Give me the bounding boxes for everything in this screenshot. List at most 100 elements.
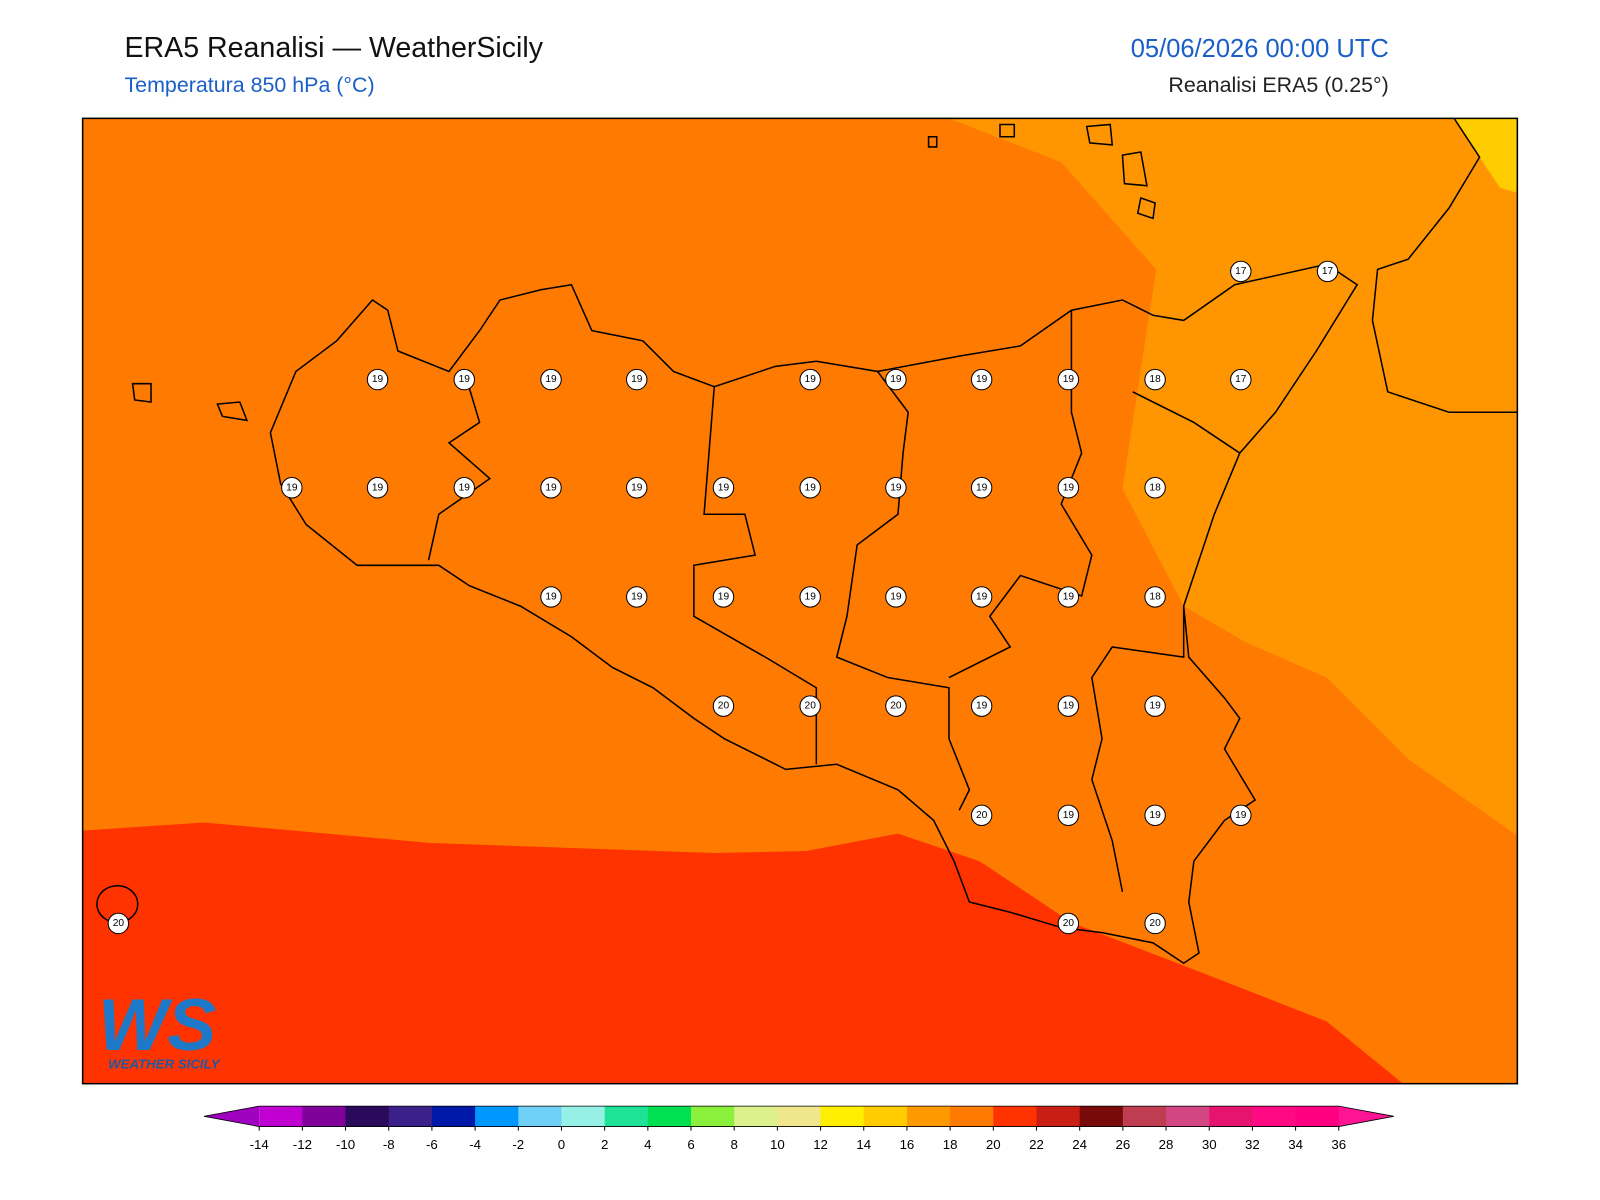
colorbar-swatch [1036,1106,1081,1127]
station-value: 19 [718,482,730,493]
station: 20 [107,912,130,935]
station: 19 [1230,804,1252,827]
station-value: 20 [976,810,988,821]
station-value: 17 [1235,374,1247,385]
station-marker [1057,695,1080,717]
station-value: 19 [1063,810,1075,821]
colorbar-swatch [1122,1106,1167,1127]
colorbar-tick-label: 22 [1029,1137,1044,1152]
station-value: 20 [718,701,730,712]
colorbar-swatch [604,1106,649,1127]
station-value: 19 [631,374,643,385]
station: 20 [712,695,735,717]
colorbar-swatch [1209,1106,1253,1127]
station-value: 19 [545,591,557,602]
station-marker [1230,804,1252,827]
station-value: 19 [976,701,988,712]
logo-text: WEATHER SICILY [108,1056,221,1071]
station: 19 [799,368,821,391]
colorbar-swatch [950,1106,994,1127]
station: 19 [540,586,562,608]
colorbar-swatch [1166,1106,1210,1127]
station-value: 19 [631,591,643,602]
station: 20 [799,695,821,717]
colorbar-tick-label: 32 [1245,1137,1260,1152]
sicily-coast [269,263,1359,965]
station-marker [540,368,562,391]
station-value: 19 [1149,701,1161,712]
station-value: 19 [286,482,298,493]
station-marker [799,368,821,391]
station-value: 19 [372,482,384,493]
station: 19 [366,477,389,499]
colorbar-tick-label: 34 [1288,1137,1303,1152]
colorbar-swatch [734,1106,778,1127]
station-marker [970,477,993,499]
station: 19 [1057,368,1080,391]
station: 19 [540,477,562,499]
station: 19 [1057,586,1080,608]
station-value: 20 [113,918,125,929]
colorbar-tick-label: 20 [986,1137,1001,1152]
station-value: 17 [1322,266,1334,277]
colorbar-tick-label: 28 [1159,1137,1174,1152]
colorbar-tick-label: 16 [900,1137,915,1152]
station-value: 19 [718,591,730,602]
colorbar-tick-label: 6 [687,1137,694,1152]
station: 20 [1144,912,1166,935]
colorbar-swatch [1295,1106,1340,1127]
station-marker [970,586,993,608]
station-value: 18 [1149,374,1161,385]
colorbar-swatch [863,1106,908,1127]
colorbar-tick-label: 10 [770,1137,785,1152]
calabria-coast [1371,117,1518,414]
colorbar-swatch [993,1106,1037,1127]
station-marker [970,695,993,717]
station: 19 [970,368,993,391]
station: 20 [885,695,907,717]
field-yellow [1454,118,1518,193]
station-value: 19 [805,482,817,493]
station-marker [1057,477,1080,499]
colorbar-tick-label: -6 [426,1137,438,1152]
station-marker [626,368,648,391]
station-marker [1057,586,1080,608]
station: 19 [1144,804,1166,827]
station-value: 19 [890,374,902,385]
station-marker [1144,695,1166,717]
logo-mark: WS [98,983,216,1066]
station: 19 [626,477,648,499]
colorbar-swatch [302,1106,347,1127]
station-value: 19 [1063,591,1075,602]
station: 19 [626,586,648,608]
station-marker [799,586,821,608]
station-value: 19 [890,482,902,493]
station-marker [1230,368,1252,391]
islands [131,123,1156,422]
field-hot [82,822,1404,1084]
station-marker [799,477,821,499]
station-marker [1230,260,1252,283]
colorbar-tick-label: -8 [383,1137,395,1152]
station-value: 19 [372,374,384,385]
station-marker [712,477,735,499]
station-marker [453,368,475,391]
station-marker [626,477,648,499]
colorbar-tick-label: 8 [731,1137,738,1152]
station: 18 [1144,368,1166,391]
station-marker [540,477,562,499]
colorbar-tick-label: -12 [293,1137,312,1152]
station: 19 [1057,695,1080,717]
colorbar-tick-label: 18 [943,1137,958,1152]
colorbar-swatch [820,1106,865,1127]
station: 19 [453,368,475,391]
colorbar-tick-label: 14 [856,1137,871,1152]
colorbar-swatch [647,1106,692,1127]
station-marker [453,477,475,499]
station-marker [626,586,648,608]
station-marker [1144,804,1166,827]
station-marker [885,695,907,717]
colorbar-tick-label: 30 [1202,1137,1217,1152]
station: 20 [1057,912,1080,935]
station-value: 19 [976,482,988,493]
